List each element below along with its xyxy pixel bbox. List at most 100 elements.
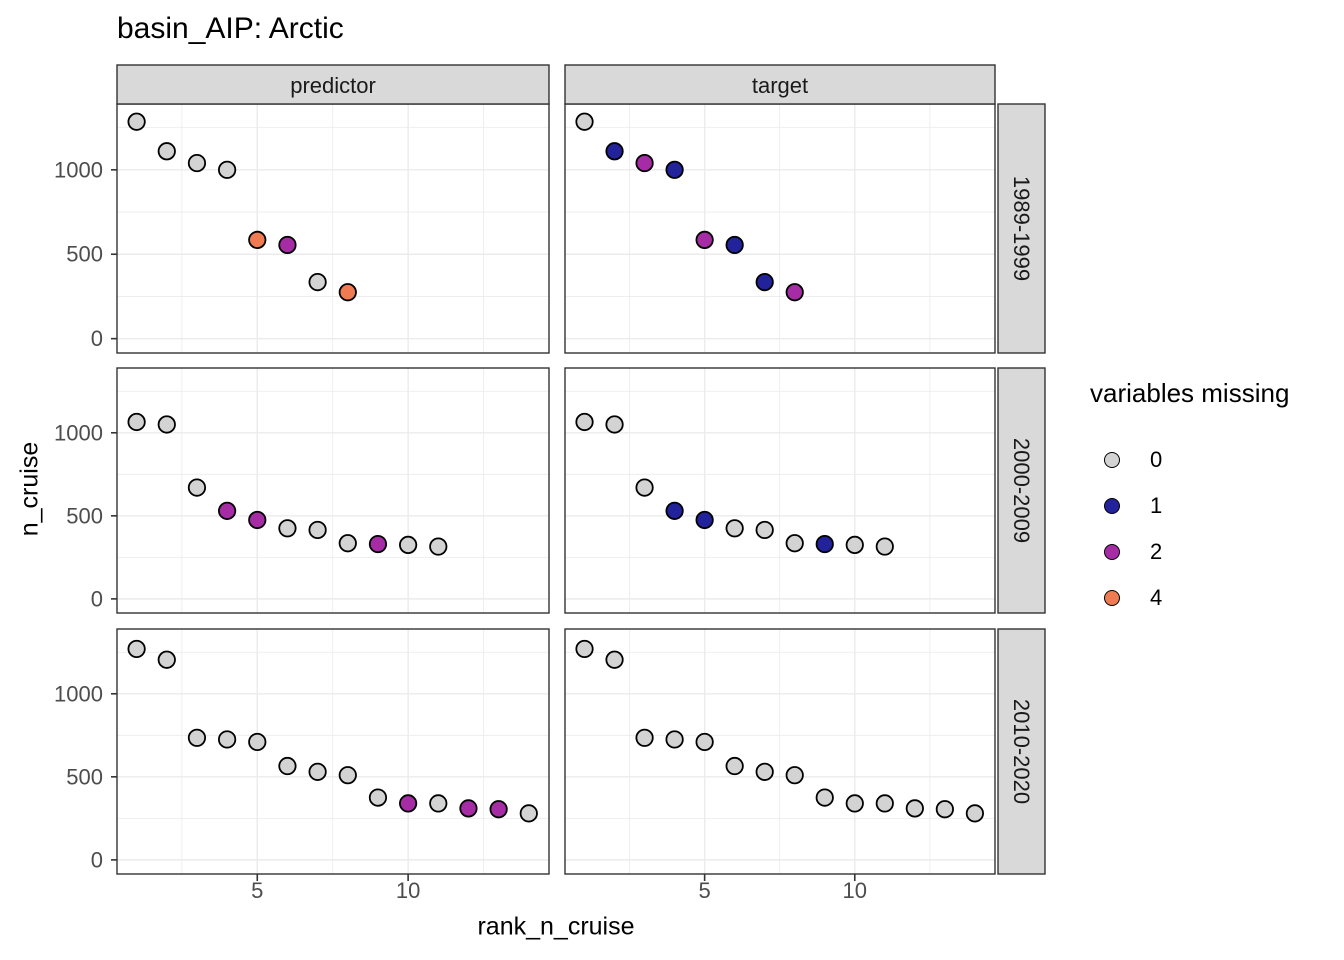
- data-point: [368, 534, 388, 554]
- legend-title: variables missing: [1090, 378, 1290, 408]
- legend: variables missing 0 1 2 4: [1090, 378, 1340, 621]
- panel-border: [116, 628, 550, 875]
- facet-strip-right: 2010-2020: [997, 628, 1046, 875]
- strip-background: [564, 64, 996, 105]
- strip-label: target: [752, 73, 808, 98]
- data-point: [248, 510, 267, 530]
- data-point: [187, 153, 207, 173]
- strip-background: [116, 64, 550, 105]
- data-point: [127, 639, 146, 659]
- strip-background: [997, 367, 1046, 614]
- data-point: [755, 762, 774, 781]
- panel-border: [564, 628, 996, 875]
- data-point: [695, 732, 714, 752]
- data-point: [845, 794, 864, 813]
- data-point: [459, 799, 478, 818]
- facet-strip-top: predictor: [116, 64, 550, 105]
- x-tick-label: 10: [843, 878, 867, 903]
- data-point: [218, 501, 237, 520]
- data-point: [338, 766, 357, 785]
- data-point: [575, 639, 594, 659]
- data-point: [248, 230, 267, 249]
- data-point: [875, 794, 894, 813]
- legend-entry: 4: [1090, 575, 1340, 621]
- legend-entries: 0 1 2 4: [1090, 437, 1340, 621]
- legend-key-label: 0: [1150, 447, 1163, 472]
- legend-key-point: [1104, 452, 1120, 468]
- data-point: [785, 283, 804, 302]
- legend-key-label: 4: [1150, 585, 1163, 610]
- y-tick-label: 1000: [54, 420, 103, 445]
- strip-label: 2010-2020: [1009, 699, 1034, 804]
- data-point: [338, 534, 357, 553]
- data-point: [399, 535, 418, 554]
- data-point: [905, 799, 924, 818]
- data-point: [278, 519, 297, 538]
- data-point: [489, 800, 508, 819]
- y-tick-label: 0: [91, 326, 103, 351]
- data-point: [695, 230, 714, 249]
- data-point: [665, 160, 684, 179]
- y-tick-label: 500: [66, 503, 103, 528]
- facet-panel: [564, 367, 996, 614]
- data-point: [965, 804, 984, 823]
- data-point: [605, 650, 624, 669]
- legend-key-label: 1: [1150, 493, 1163, 518]
- data-point: [218, 160, 237, 179]
- facet-panel: [116, 367, 550, 614]
- data-point: [187, 728, 207, 747]
- strip-background: [997, 628, 1046, 875]
- legend-entry: 2: [1090, 529, 1340, 575]
- plot-title: basin_AIP: Arctic: [117, 12, 344, 45]
- data-point: [368, 788, 388, 807]
- data-point: [725, 519, 744, 538]
- y-tick-label: 0: [91, 586, 103, 611]
- data-point: [429, 537, 448, 556]
- data-point: [665, 501, 684, 520]
- data-point: [815, 788, 834, 807]
- legend-key-point: [1104, 590, 1120, 606]
- data-point: [755, 272, 774, 292]
- data-point: [218, 730, 237, 749]
- data-point: [755, 520, 774, 540]
- data-point: [785, 534, 804, 553]
- data-point: [338, 283, 357, 302]
- facet-strip-right: 1989-1999: [997, 103, 1046, 354]
- y-tick-label: 1000: [54, 681, 103, 706]
- data-point: [635, 478, 654, 497]
- x-tick-label: 10: [396, 878, 420, 903]
- data-point: [187, 478, 207, 497]
- data-point: [605, 142, 624, 161]
- data-point: [935, 800, 954, 819]
- data-point: [127, 112, 146, 131]
- facet-panel: [116, 103, 550, 354]
- legend-key-label: 2: [1150, 539, 1163, 564]
- strip-label: predictor: [290, 73, 376, 98]
- x-axis-title: rank_n_cruise: [477, 912, 635, 941]
- data-point: [815, 534, 834, 554]
- data-point: [875, 537, 894, 556]
- panel-border: [116, 367, 550, 614]
- data-point: [695, 510, 714, 530]
- data-point: [278, 756, 297, 776]
- data-point: [725, 756, 744, 776]
- data-point: [725, 235, 744, 255]
- data-point: [519, 804, 538, 823]
- facet-strip-top: target: [564, 64, 996, 105]
- data-point: [605, 415, 624, 434]
- data-point: [278, 235, 297, 255]
- data-point: [308, 520, 327, 540]
- x-tick-label: 5: [699, 878, 711, 903]
- data-point: [635, 728, 654, 747]
- y-tick-label: 1000: [54, 157, 103, 182]
- data-point: [248, 732, 267, 752]
- strip-background: [997, 103, 1046, 354]
- y-tick-label: 500: [66, 764, 103, 789]
- data-point: [157, 142, 176, 161]
- data-point: [157, 650, 176, 669]
- data-point: [308, 762, 327, 781]
- data-point: [429, 794, 448, 813]
- facet-strip-right: 2000-2009: [997, 367, 1046, 614]
